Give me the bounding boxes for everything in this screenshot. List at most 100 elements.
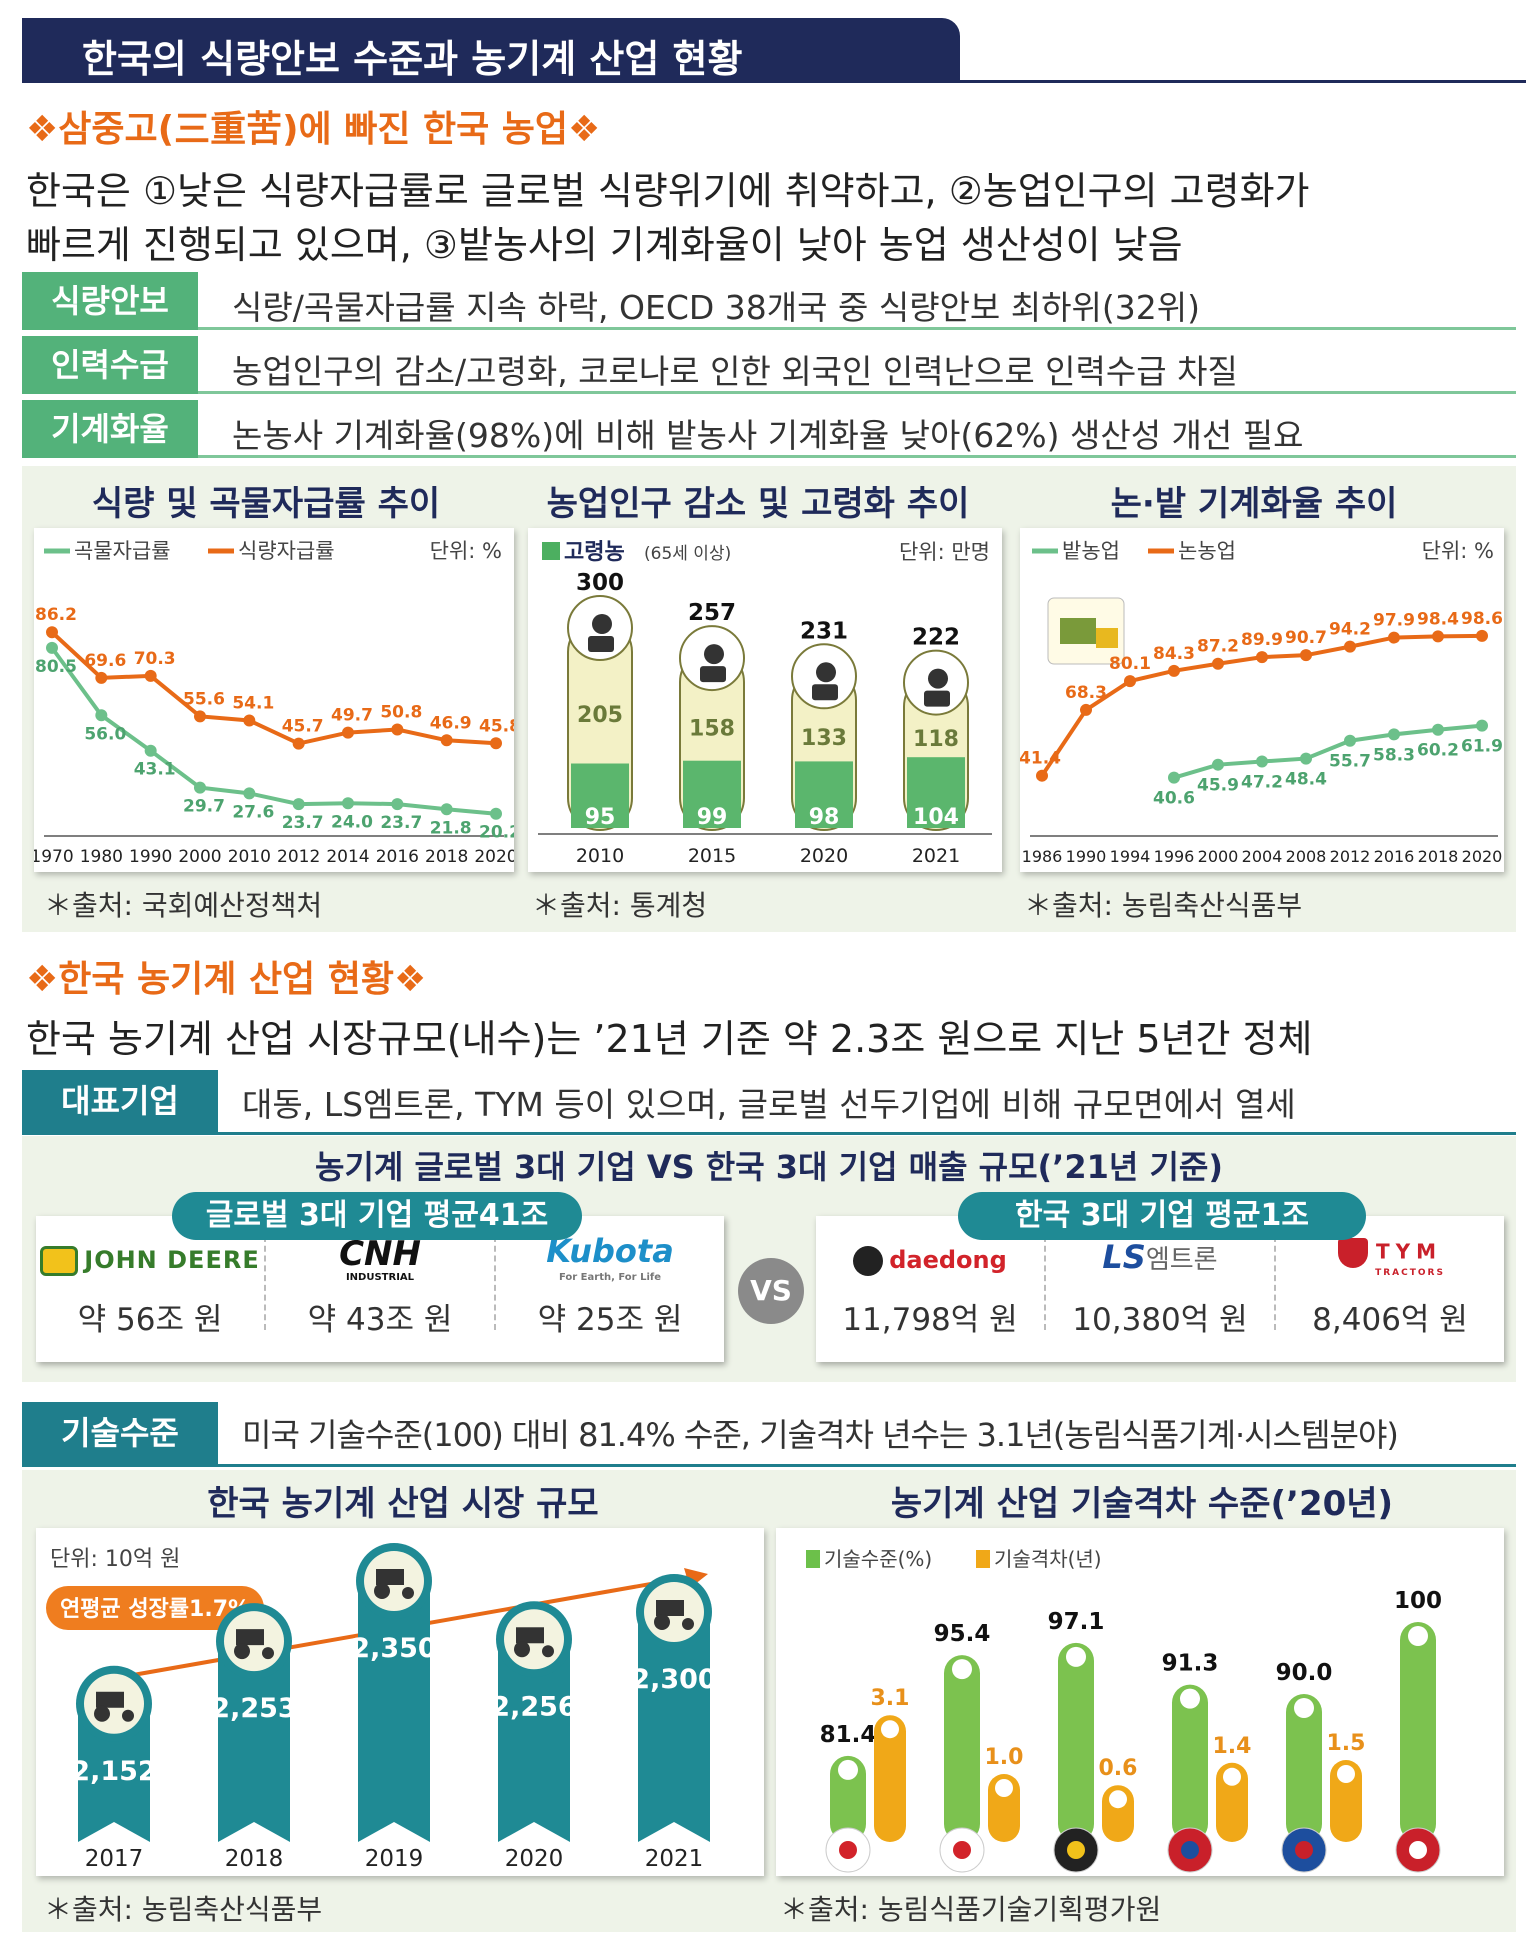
section1-title: ❖삼중고(三重苦)에 빠진 한국 농업❖ — [26, 109, 601, 150]
tech-gap-dot — [881, 1720, 899, 1739]
x-tick-label: 2018 — [225, 1846, 284, 1872]
x-tick-label: 2016 — [1374, 847, 1415, 866]
data-label: 23.7 — [380, 813, 422, 833]
tractor-icon — [516, 1627, 544, 1644]
harvester-header-icon — [1096, 628, 1118, 648]
chart5-panel: 기술수준(%) 기술격차(년) 81.4 3.1 한국 95.4 1.0 일본 97.1 0.6 독… — [776, 1528, 1504, 1876]
data-point — [1388, 728, 1400, 741]
rep-label: 대표기업 — [22, 1070, 218, 1132]
tractor-wheel-icon — [262, 1647, 274, 1660]
data-point — [292, 798, 305, 811]
korea-average-pill: 한국 3대 기업 평균1조 — [958, 1192, 1366, 1240]
data-point — [1080, 703, 1092, 716]
bar-elderly — [795, 761, 853, 828]
chart4-panel: 단위: 10억 원 연평균 성장률1.7% 2,152 2017 2,253 2018 2,… — [36, 1528, 764, 1876]
tech-gap-chart: 기술수준(%) 기술격차(년)81.43.1한국95.41.0일본97.10.6독… — [806, 1547, 1442, 1873]
tractor-wheel-icon — [514, 1641, 530, 1658]
x-tick-label: 2020 — [800, 845, 848, 867]
data-label: 69.6 — [84, 651, 126, 671]
company-daedong: daedong 11,798억 원 — [816, 1216, 1044, 1348]
x-tick-label: 2018 — [1418, 847, 1459, 866]
tractor-wheel-icon — [542, 1645, 554, 1658]
tech-gap-label: 1.5 — [1327, 1731, 1366, 1756]
data-label: 21.8 — [430, 818, 472, 838]
mechanization-rate-chart: 밭농업 논농업 단위: %1986 1990 1994 1996 2000 2004 2008 2… — [1019, 539, 1503, 866]
bar-elderly — [571, 763, 629, 828]
data-label: 48.4 — [1285, 770, 1327, 790]
tech-gap-dot — [995, 1779, 1013, 1797]
global-companies-box: JOHN DEERE 약 56조 원 CNH INDUSTRIAL 약 43조 … — [36, 1216, 724, 1362]
company-tym: TYM TRACTORS 8,406억 원 — [1276, 1216, 1504, 1348]
legend-swatch — [976, 1550, 990, 1568]
data-label: 54.1 — [232, 693, 274, 713]
data-label: 89.9 — [1241, 630, 1283, 650]
x-tick-label: 2020 — [474, 847, 514, 867]
growth-label: 연평균 성장률1.7% — [60, 1597, 250, 1622]
data-point — [1476, 629, 1488, 642]
market-bar — [358, 1585, 430, 1842]
tech-label: 기술수준 — [22, 1402, 218, 1464]
tech-gap-label: 1.4 — [1213, 1734, 1252, 1759]
x-tick-label: 1970 — [34, 847, 74, 867]
company-value: 8,406억 원 — [1312, 1302, 1468, 1338]
data-label: 41.4 — [1020, 749, 1061, 769]
data-label: 29.7 — [183, 797, 225, 817]
chart4-source: ＊출처: 농림축산식품부 — [44, 1893, 323, 1926]
series-line — [50, 646, 497, 816]
tech-gap-dot — [1337, 1765, 1355, 1783]
data-point — [1476, 719, 1488, 732]
company-value: 약 56조 원 — [77, 1302, 223, 1338]
x-tick-label: 2015 — [688, 845, 736, 867]
tech-level-bar — [830, 1755, 866, 1842]
farmer-body-icon — [588, 636, 614, 652]
section2-intro: 한국 농기계 산업 시장규모(내수)는 ’21년 기준 약 2.3조 원으로 지… — [26, 1017, 1313, 1061]
data-label: 70.3 — [134, 649, 176, 669]
data-point — [243, 787, 256, 800]
data-label: 90.7 — [1285, 628, 1327, 648]
tech-level-dot — [952, 1659, 972, 1680]
series-line — [1173, 723, 1483, 780]
tech-level-bar — [1172, 1684, 1208, 1842]
data-point — [1432, 723, 1444, 736]
data-point — [144, 744, 157, 757]
company-divider — [1274, 1236, 1276, 1330]
country-flag-mark — [1067, 1841, 1085, 1859]
tech-level-label: 91.3 — [1162, 1651, 1219, 1677]
unit-label: 단위: % — [1422, 539, 1494, 563]
x-tick-label: 1996 — [1154, 847, 1195, 866]
tractor-icon — [236, 1629, 264, 1646]
total-label: 300 — [576, 570, 624, 596]
company-divider — [1044, 1236, 1046, 1330]
tym-logo: TYM — [1276, 1238, 1504, 1268]
data-point — [1300, 752, 1312, 765]
data-label: 23.7 — [282, 813, 324, 833]
issue-row-labor: 인력수급 농업인구의 감소/고령화, 코로나로 인한 외국인 인력난으로 인력수… — [22, 336, 1516, 394]
country-flag-mark — [953, 1841, 971, 1859]
grain-food-selfsufficiency-chart: 곡물자급률 식량자급률 단위: % 1970 1980 1990 2000 2010 2012 2… — [30, 539, 521, 867]
chart2-source: ＊출처: 통계청 — [532, 889, 708, 922]
data-label: 47.2 — [1241, 773, 1283, 793]
x-tick-label: 2021 — [645, 1846, 704, 1872]
harvester-body-icon — [1060, 618, 1096, 644]
data-point — [46, 626, 58, 639]
rep-text: 대동, LS엠트론, TYM 등이 있으며, 글로벌 선두기업에 비해 규모면에… — [242, 1085, 1296, 1124]
chart3-source: ＊출처: 농림축산식품부 — [1024, 889, 1303, 922]
x-tick-label: 2020 — [505, 1846, 564, 1872]
vs-badge: VS — [738, 1258, 804, 1324]
tym-shield-icon — [1337, 1238, 1368, 1268]
x-tick-label: 2014 — [326, 847, 369, 867]
data-point — [1168, 771, 1180, 784]
data-label: 43.1 — [134, 760, 176, 780]
data-label: 55.7 — [1329, 752, 1371, 772]
total-label: 222 — [912, 625, 960, 651]
data-point — [1300, 649, 1312, 662]
tech-level-dot — [1066, 1646, 1086, 1667]
daedong-emblem-icon — [853, 1246, 884, 1276]
bar-value-label: 2,350 — [351, 1633, 436, 1664]
x-tick-label: 2010 — [576, 845, 624, 867]
data-label: 20.2 — [479, 823, 514, 843]
farmer-head-icon — [592, 614, 612, 634]
data-point — [1036, 769, 1048, 782]
header-banner: 한국의 식량안보 수준과 농기계 산업 현황 — [22, 18, 960, 81]
